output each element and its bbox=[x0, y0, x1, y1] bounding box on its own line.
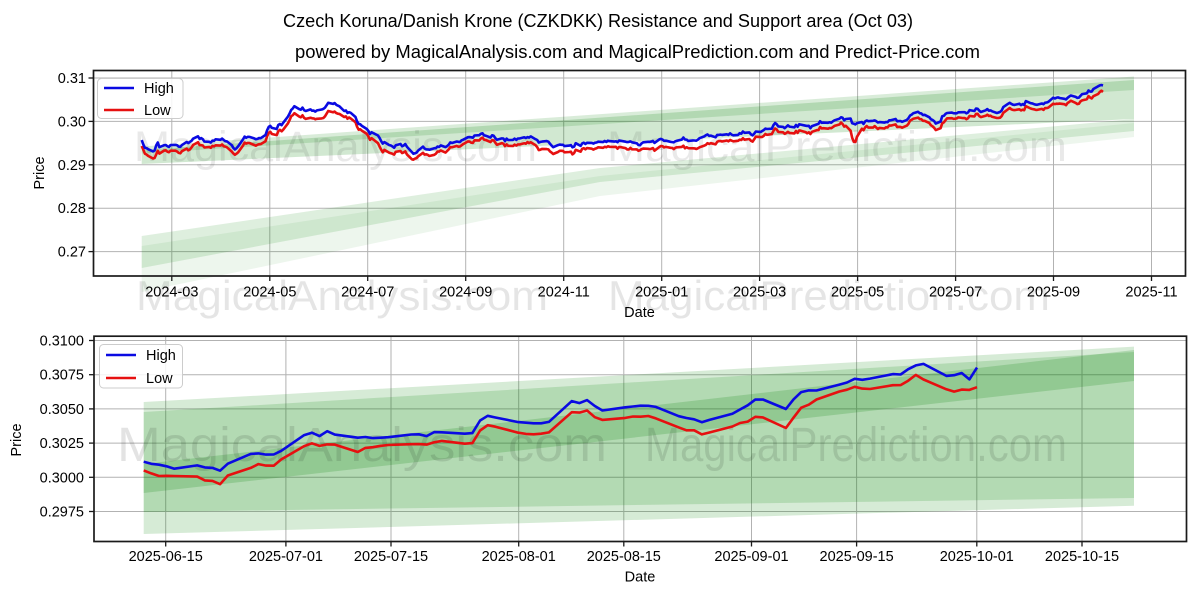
svg-text:0.28: 0.28 bbox=[58, 201, 86, 217]
svg-text:0.3100: 0.3100 bbox=[40, 334, 84, 350]
svg-text:2025-09: 2025-09 bbox=[1027, 285, 1080, 301]
svg-text:2024-09: 2024-09 bbox=[439, 285, 492, 301]
svg-text:2025-08-01: 2025-08-01 bbox=[482, 549, 556, 565]
svg-text:2025-09-01: 2025-09-01 bbox=[714, 549, 788, 565]
svg-text:2024-03: 2024-03 bbox=[145, 285, 198, 301]
svg-text:0.2975: 0.2975 bbox=[40, 505, 84, 521]
svg-text:MagicalAnalysis.com: MagicalAnalysis.com bbox=[134, 123, 537, 171]
svg-text:2024-11: 2024-11 bbox=[538, 285, 590, 301]
svg-text:2025-07: 2025-07 bbox=[929, 285, 982, 301]
svg-text:2025-07-01: 2025-07-01 bbox=[249, 549, 323, 565]
svg-text:2024-05: 2024-05 bbox=[243, 285, 296, 301]
svg-text:MagicalPrediction.com: MagicalPrediction.com bbox=[645, 419, 1067, 472]
svg-text:2025-10-15: 2025-10-15 bbox=[1045, 549, 1119, 565]
svg-text:MagicalAnalysis.com: MagicalAnalysis.com bbox=[117, 419, 607, 472]
svg-text:High: High bbox=[144, 81, 174, 97]
svg-text:Price: Price bbox=[32, 156, 48, 189]
svg-text:2025-09-15: 2025-09-15 bbox=[820, 549, 894, 565]
svg-text:0.29: 0.29 bbox=[58, 158, 86, 174]
svg-text:2025-10-01: 2025-10-01 bbox=[940, 549, 1014, 565]
svg-text:Date: Date bbox=[624, 305, 655, 321]
svg-text:High: High bbox=[146, 348, 176, 364]
svg-text:0.27: 0.27 bbox=[58, 245, 86, 261]
svg-text:Date: Date bbox=[625, 570, 656, 586]
svg-text:2025-07-15: 2025-07-15 bbox=[354, 549, 428, 565]
svg-text:0.3000: 0.3000 bbox=[40, 470, 84, 486]
svg-text:Low: Low bbox=[144, 103, 171, 119]
svg-text:0.3025: 0.3025 bbox=[40, 436, 84, 452]
svg-text:0.31: 0.31 bbox=[58, 71, 86, 87]
svg-text:2025-06-15: 2025-06-15 bbox=[129, 549, 203, 565]
svg-text:powered by MagicalAnalysis.com: powered by MagicalAnalysis.com and Magic… bbox=[295, 42, 980, 62]
svg-text:Czech Koruna/Danish Krone (CZK: Czech Koruna/Danish Krone (CZKDKK) Resis… bbox=[283, 11, 913, 31]
svg-text:0.3075: 0.3075 bbox=[40, 368, 84, 384]
svg-text:0.3050: 0.3050 bbox=[40, 402, 84, 418]
svg-text:MagicalPrediction.com: MagicalPrediction.com bbox=[608, 272, 1050, 319]
svg-text:MagicalAnalysis.com: MagicalAnalysis.com bbox=[136, 272, 548, 319]
svg-text:2025-01: 2025-01 bbox=[635, 285, 688, 301]
svg-text:Low: Low bbox=[146, 371, 173, 387]
svg-text:2025-03: 2025-03 bbox=[733, 285, 786, 301]
svg-text:Price: Price bbox=[9, 423, 25, 456]
svg-text:2025-08-15: 2025-08-15 bbox=[587, 549, 661, 565]
svg-text:2025-11: 2025-11 bbox=[1125, 285, 1177, 301]
svg-text:2024-07: 2024-07 bbox=[341, 285, 394, 301]
svg-text:2025-05: 2025-05 bbox=[831, 285, 884, 301]
svg-text:0.30: 0.30 bbox=[58, 114, 86, 130]
